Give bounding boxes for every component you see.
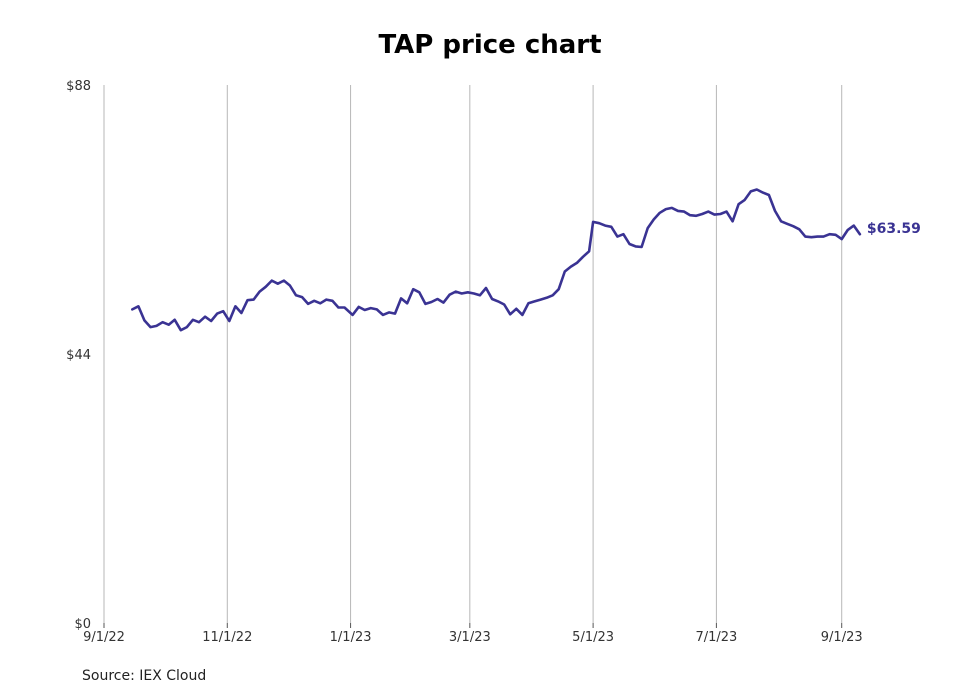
x-tick-label: 5/1/23 (572, 630, 614, 645)
y-tick-label: $88 (66, 79, 91, 94)
x-axis-labels: 9/1/22 11/1/22 1/1/23 3/1/23 5/1/23 7/1/23 9/1… (83, 630, 863, 645)
y-tick-label: $0 (74, 617, 91, 632)
last-price-label: $63.59 (867, 221, 921, 237)
y-axis-labels: $0 $44 $88 (66, 79, 91, 632)
x-tick-label: 9/1/22 (83, 630, 125, 645)
price-series: $63.59 (131, 188, 921, 332)
x-tick-label: 1/1/23 (330, 630, 372, 645)
price-line (131, 188, 862, 332)
chart-title: TAP price chart (378, 30, 602, 60)
x-tick-label: 7/1/23 (695, 630, 737, 645)
source-note: Source: IEX Cloud (82, 668, 207, 684)
x-tick-label: 11/1/22 (202, 630, 252, 645)
grid-lines (103, 85, 843, 628)
x-tick-label: 9/1/23 (821, 630, 863, 645)
y-tick-label: $44 (66, 348, 91, 363)
x-tick-label: 3/1/23 (449, 630, 491, 645)
